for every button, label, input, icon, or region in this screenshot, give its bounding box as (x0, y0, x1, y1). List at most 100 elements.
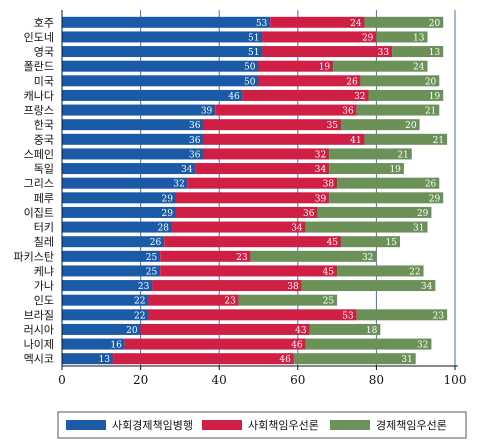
category-label: 인도 (34, 294, 54, 307)
bar-segment (62, 236, 165, 248)
data-label: 23 (433, 311, 445, 321)
bar-segment (317, 206, 432, 218)
data-label: 22 (134, 297, 145, 307)
bar-segment (250, 250, 377, 262)
bar-segment (376, 31, 428, 43)
bar-segment (62, 250, 161, 262)
data-label: 24 (350, 19, 362, 29)
legend-swatch (202, 420, 242, 430)
data-label: 29 (362, 33, 374, 43)
x-tick-label: 20 (133, 373, 148, 387)
bar-segment (305, 338, 432, 350)
data-label: 19 (429, 92, 441, 102)
bar-segment (195, 163, 330, 175)
category-label: 칠레 (34, 236, 54, 249)
bar-segment (203, 133, 365, 145)
category-label: 파키스탄 (14, 250, 54, 263)
legend-label: 사회책임우선론 (248, 419, 319, 432)
data-label: 34 (421, 282, 433, 292)
bar-segment (62, 309, 149, 321)
category-label: 가나 (34, 280, 54, 293)
data-label: 51 (248, 48, 259, 58)
data-label: 46 (228, 92, 240, 102)
bar-segment (148, 309, 357, 321)
category-label: 인도네 (24, 31, 54, 44)
data-label: 13 (413, 33, 425, 43)
category-label: 폴란드 (24, 60, 54, 73)
category-label: 러시아 (24, 323, 54, 336)
bar-segment (62, 221, 173, 233)
data-label: 32 (354, 92, 365, 102)
category-label: 페루 (34, 192, 54, 205)
data-label: 29 (429, 194, 441, 204)
bar-segment (113, 353, 294, 365)
x-tick-label: 40 (212, 373, 227, 387)
bar-segment (333, 60, 428, 72)
category-label: 미국 (34, 75, 54, 88)
data-label: 29 (162, 194, 174, 204)
data-label: 33 (378, 48, 390, 58)
data-label: 21 (397, 150, 408, 160)
category-label: 캐나다 (24, 89, 54, 102)
bar-segment (329, 148, 412, 160)
data-label: 13 (99, 355, 111, 365)
data-label: 45 (327, 238, 339, 248)
data-label: 36 (189, 150, 201, 160)
bar-segment (175, 206, 318, 218)
category-label: 나이제 (24, 338, 54, 351)
bar-segment (262, 31, 377, 43)
data-label: 19 (389, 165, 401, 175)
bar-segment (301, 280, 436, 292)
bar-segment (62, 265, 161, 277)
data-label: 32 (315, 150, 326, 160)
data-label: 36 (303, 209, 315, 219)
data-label: 22 (409, 267, 420, 277)
bar-segment (258, 60, 334, 72)
data-label: 38 (323, 180, 335, 190)
data-label: 36 (342, 107, 354, 117)
bar-segment (140, 323, 310, 335)
data-label: 46 (279, 355, 291, 365)
bar-segment (175, 192, 330, 204)
data-label: 15 (386, 238, 398, 248)
data-label: 53 (342, 311, 354, 321)
data-label: 34 (181, 165, 193, 175)
data-label: 45 (323, 267, 335, 277)
data-label: 29 (162, 209, 174, 219)
data-label: 22 (134, 311, 145, 321)
bar-segment (62, 323, 141, 335)
legend-label: 경제책임우선론 (376, 419, 447, 432)
data-label: 32 (173, 180, 184, 190)
data-label: 20 (429, 19, 441, 29)
category-label: 중국 (34, 133, 54, 146)
bar-segment (356, 104, 440, 116)
data-label: 41 (350, 136, 361, 146)
bar-segment (62, 75, 259, 87)
bar-segment (62, 280, 153, 292)
bar-segment (62, 119, 204, 131)
data-label: 16 (110, 341, 122, 351)
bar-segment (238, 294, 338, 306)
data-label: 43 (295, 326, 307, 336)
data-label: 39 (201, 107, 213, 117)
data-label: 26 (346, 77, 358, 87)
bar-segment (242, 89, 369, 101)
data-label: 25 (323, 297, 335, 307)
bar-segment (305, 221, 428, 233)
bar-segment (62, 294, 149, 306)
x-tick-label: 80 (369, 373, 384, 387)
bar-segment (62, 104, 216, 116)
bar-segment (187, 177, 338, 189)
bar-segment (62, 16, 271, 28)
category-label: 프랑스 (24, 104, 54, 117)
category-label: 케냐 (34, 265, 54, 278)
x-tick-label: 0 (58, 373, 66, 387)
bar-segment (341, 119, 420, 131)
legend-label: 사회경제책임병행 (112, 419, 193, 432)
data-label: 32 (362, 253, 373, 263)
data-label: 31 (413, 224, 424, 234)
bar-segment (164, 236, 342, 248)
bar-segment (62, 206, 176, 218)
data-label: 21 (433, 136, 444, 146)
bar-segment (62, 46, 263, 58)
